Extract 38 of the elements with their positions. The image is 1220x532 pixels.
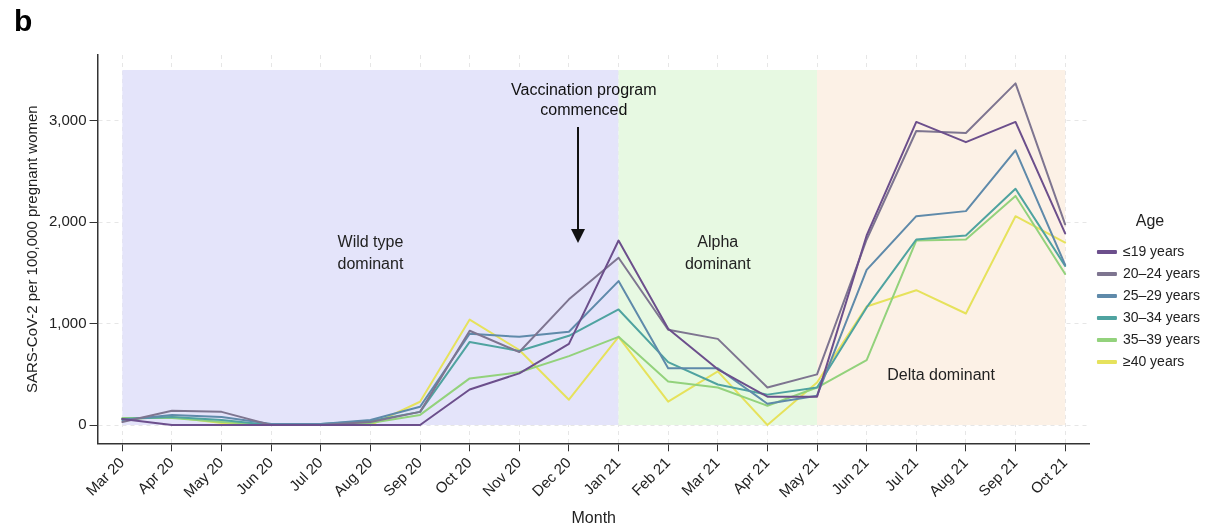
x-tick-label: May 21 (775, 453, 823, 501)
y-tick-label: 0 (78, 415, 87, 433)
x-tick-label: May 20 (179, 453, 227, 501)
x-tick-label: Sep 21 (974, 453, 1021, 500)
x-tick-label: Jan 21 (579, 453, 624, 498)
band-label: Delta dominant (887, 366, 996, 384)
legend-label: ≥40 years (1122, 352, 1185, 369)
x-tick-label: Jun 20 (232, 453, 277, 498)
x-tick-label: Aug 21 (925, 453, 971, 500)
x-tick-label: Jul 20 (285, 453, 326, 495)
x-tick-label: Apr 20 (133, 453, 178, 497)
x-axis-title: Month (571, 508, 616, 526)
legend-label: 20–24 years (1122, 264, 1201, 281)
x-tick-label: Nov 20 (478, 453, 525, 500)
y-tick-label: 3,000 (48, 111, 87, 129)
annotation: Vaccination program commenced (511, 81, 657, 118)
x-tick-label: Mar 21 (677, 453, 723, 499)
legend-label: 35–39 years (1122, 330, 1201, 347)
x-tick-label: Jul 21 (881, 453, 922, 495)
y-tick-label: 1,000 (48, 313, 87, 331)
x-tick-label: Mar 20 (82, 453, 128, 499)
x-tick-label: Sep 20 (379, 453, 426, 500)
x-tick-label: Aug 20 (329, 453, 376, 500)
x-tick-label: Oct 20 (431, 453, 475, 497)
legend-label: 25–29 years (1122, 286, 1201, 303)
chart-title: b (14, 4, 33, 38)
legend-title: Age (1135, 212, 1165, 230)
band-label: Alpha dominant (684, 232, 752, 272)
band-label: Wild type dominant (337, 232, 404, 272)
y-axis-title: SARS-CoV-2 per 100,000 pregnant women (23, 105, 41, 393)
x-tick-label: Feb 21 (628, 453, 674, 499)
x-tick-label: Apr 21 (729, 453, 773, 497)
legend-label: 30–34 years (1122, 308, 1201, 325)
y-tick-label: 2,000 (48, 212, 87, 230)
x-tick-label: Dec 20 (528, 453, 574, 500)
legend-label: ≤19 years (1122, 242, 1185, 259)
x-tick-label: Oct 21 (1026, 453, 1071, 497)
x-tick-label: Jun 21 (827, 453, 872, 498)
